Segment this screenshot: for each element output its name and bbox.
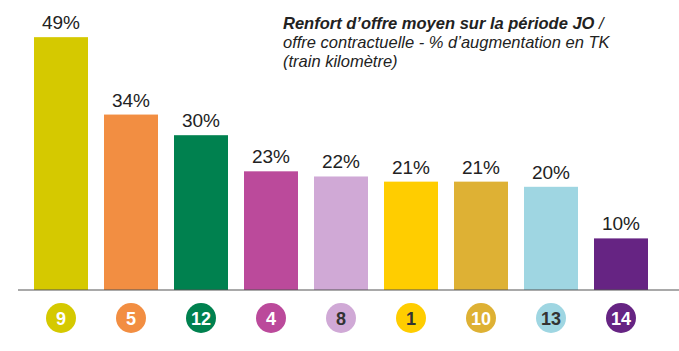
bars: [34, 37, 648, 290]
data-label: 49%: [42, 12, 80, 33]
tick-label: 12: [191, 309, 211, 329]
bar: [524, 187, 578, 290]
line-badge: [116, 303, 146, 333]
line-badge: [186, 303, 216, 333]
tick-label: 14: [611, 309, 631, 329]
line-badge: [536, 303, 566, 333]
line-badge: [606, 303, 636, 333]
bar: [594, 238, 648, 290]
data-label: 20%: [532, 162, 570, 183]
line-badge: [46, 303, 76, 333]
data-label: 21%: [392, 157, 430, 178]
bar: [314, 176, 368, 290]
data-label: 21%: [462, 157, 500, 178]
bar: [384, 182, 438, 290]
bar: [454, 182, 508, 290]
tick-label: 1: [406, 309, 416, 329]
line-badge: [326, 303, 356, 333]
data-label: 22%: [322, 151, 360, 172]
title: Renfort d’offre moyen sur la période JO: [283, 14, 594, 32]
bar: [34, 37, 88, 290]
data-label: 34%: [112, 90, 150, 111]
tick-label: 8: [336, 309, 346, 329]
tick-label: 4: [266, 309, 276, 329]
tick-label: 10: [471, 309, 491, 329]
data-label: 30%: [182, 110, 220, 131]
line-badge: [396, 303, 426, 333]
line-badge: [466, 303, 496, 333]
data-label: 23%: [252, 146, 290, 167]
tick-label: 13: [541, 309, 561, 329]
title-box: Renfort d’offre moyen sur la période JO …: [283, 14, 613, 71]
bar: [174, 135, 228, 290]
tick-label: 9: [56, 309, 66, 329]
bar: [104, 115, 158, 290]
x-axis: [18, 289, 679, 290]
tick-label: 5: [126, 309, 136, 329]
bar: [244, 171, 298, 290]
data-label: 10%: [602, 213, 640, 234]
line-badge: [256, 303, 286, 333]
chart: 49% 9 34% 5 30% 12 23% 4 22% 8 21% 1 21% 10 20% 13 10% 14: [0, 0, 679, 351]
